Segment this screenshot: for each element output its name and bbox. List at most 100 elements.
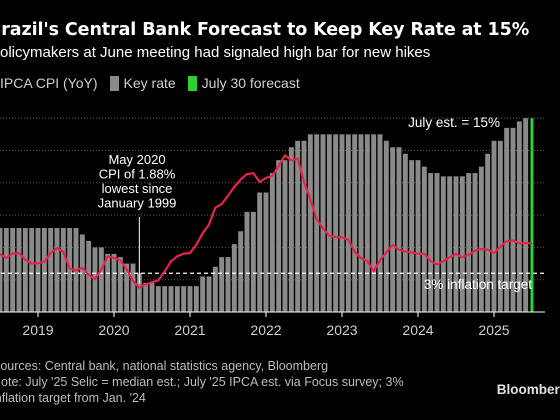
key-rate-bar xyxy=(352,134,358,312)
annotation-may-2020-line-3: January 1999 xyxy=(98,196,177,211)
x-tick-label-2023: 2023 xyxy=(326,322,357,338)
key-rate-bar xyxy=(149,282,155,312)
key-rate-bar xyxy=(3,228,9,312)
key-rate-bar xyxy=(466,173,472,312)
key-rate-bar xyxy=(390,147,396,312)
key-rate-bar xyxy=(491,140,497,312)
source-line: Sources: Central bank, national statisti… xyxy=(0,359,329,373)
key-rate-bar xyxy=(67,228,73,312)
key-rate-bar xyxy=(276,160,282,312)
key-rate-bar xyxy=(136,273,142,312)
key-rate-bar xyxy=(288,147,294,312)
key-rate-bar xyxy=(447,176,453,312)
key-rate-bar xyxy=(269,173,275,312)
chart-subtitle: Policymakers at June meeting had signale… xyxy=(0,44,431,61)
key-rate-bar xyxy=(339,134,345,312)
annotation-may-2020-line-0: May 2020 xyxy=(108,152,165,167)
key-rate-bar xyxy=(301,140,307,312)
key-rate-bar xyxy=(219,257,225,312)
key-rate-bar xyxy=(86,240,92,312)
x-tick-label-2025: 2025 xyxy=(478,322,509,338)
key-rate-bar xyxy=(124,263,130,312)
key-rate-bar xyxy=(295,140,301,312)
key-rate-bar xyxy=(143,282,149,312)
legend-label-cpi: IPCA CPI (YoY) xyxy=(0,75,98,91)
key-rate-bar xyxy=(60,228,66,312)
key-rate-bar xyxy=(162,286,168,312)
key-rate-bar xyxy=(421,166,427,312)
key-rate-bar xyxy=(0,228,3,312)
key-rate-bar xyxy=(409,160,415,312)
key-rate-bar xyxy=(206,276,212,312)
x-tick-label-2020: 2020 xyxy=(98,322,129,338)
key-rate-bar xyxy=(478,166,484,312)
legend-label-key-rate: Key rate xyxy=(123,75,176,91)
key-rate-bar xyxy=(497,140,503,312)
key-rate-bar xyxy=(383,140,389,312)
annotation-may-2020-line-1: CPI of 1.88% xyxy=(99,167,176,182)
key-rate-bar xyxy=(523,118,529,313)
key-rate-bar xyxy=(225,257,231,312)
key-rate-bar xyxy=(472,173,478,312)
key-rate-bar xyxy=(396,147,402,312)
key-rate-bar xyxy=(282,160,288,312)
legend-item-cpi: IPCA CPI (YoY) xyxy=(0,75,98,91)
key-rate-bar xyxy=(187,286,193,312)
key-rate-bar xyxy=(485,153,491,312)
x-tick-label-2021: 2021 xyxy=(174,322,205,338)
legend-swatch-forecast xyxy=(187,75,197,91)
key-rate-bar xyxy=(10,228,16,312)
cpi-line xyxy=(0,154,533,289)
annotation-may-2020-line-2: lowest since xyxy=(102,181,173,196)
key-rate-bar xyxy=(117,257,123,312)
key-rate-bar xyxy=(111,253,117,312)
annotation-july-est: July est. = 15% xyxy=(408,115,500,130)
legend: IPCA CPI (YoY) Key rate July 30 forecast xyxy=(0,75,312,91)
forecast-bar xyxy=(530,118,534,313)
key-rate-bar xyxy=(428,173,434,312)
source-note: Sources: Central bank, national statisti… xyxy=(0,358,404,406)
key-rate-bar xyxy=(415,160,421,312)
key-rate-bar xyxy=(29,228,35,312)
key-rate-bar xyxy=(174,286,180,312)
key-rate-bar xyxy=(402,153,408,312)
key-rate-bar xyxy=(510,127,516,313)
annotation-inflation-target: 3% inflation target xyxy=(424,277,532,292)
key-rate-bar xyxy=(358,134,364,312)
key-rate-bar xyxy=(238,231,244,312)
key-rate-bar xyxy=(364,134,370,312)
key-rate-bar xyxy=(257,192,263,312)
x-tick-label-2024: 2024 xyxy=(402,322,433,338)
key-rate-bar xyxy=(333,134,339,312)
key-rate-bar xyxy=(16,228,22,312)
x-tick-label-2022: 2022 xyxy=(250,322,281,338)
key-rate-bar xyxy=(155,286,161,312)
key-rate-bar xyxy=(193,286,199,312)
key-rate-bar xyxy=(231,244,237,312)
legend-label-forecast: July 30 forecast xyxy=(201,75,300,91)
chart-title: Brazil's Central Bank Forecast to Keep K… xyxy=(0,20,530,40)
key-rate-bar xyxy=(371,134,377,312)
key-rate-bar xyxy=(35,228,41,312)
key-rate-bar xyxy=(98,247,104,312)
key-rate-bar xyxy=(320,134,326,312)
key-rate-bar xyxy=(459,176,465,312)
key-rate-bar xyxy=(105,253,111,312)
key-rate-bar xyxy=(250,211,256,312)
bloomberg-logo: Bloomberg xyxy=(496,382,560,397)
key-rate-bar xyxy=(200,276,206,312)
key-rate-bar xyxy=(326,134,332,312)
key-rate-bar xyxy=(79,234,85,312)
key-rate-bar xyxy=(181,286,187,312)
key-rate-bar xyxy=(22,228,28,312)
note-line-2: inflation target from Jan. '24 xyxy=(0,391,146,405)
key-rate-bar xyxy=(377,134,383,312)
key-rate-bar xyxy=(263,192,269,312)
key-rate-bar xyxy=(314,134,320,312)
key-rate-bar xyxy=(48,228,54,312)
chart-plot: 2019 2020 2021 2022 2023 2024 2025 May 2020CPI … xyxy=(0,115,545,338)
key-rate-bar xyxy=(307,134,313,312)
key-rate-bar xyxy=(168,286,174,312)
key-rate-bar xyxy=(504,127,510,313)
key-rate-bar xyxy=(54,228,60,312)
